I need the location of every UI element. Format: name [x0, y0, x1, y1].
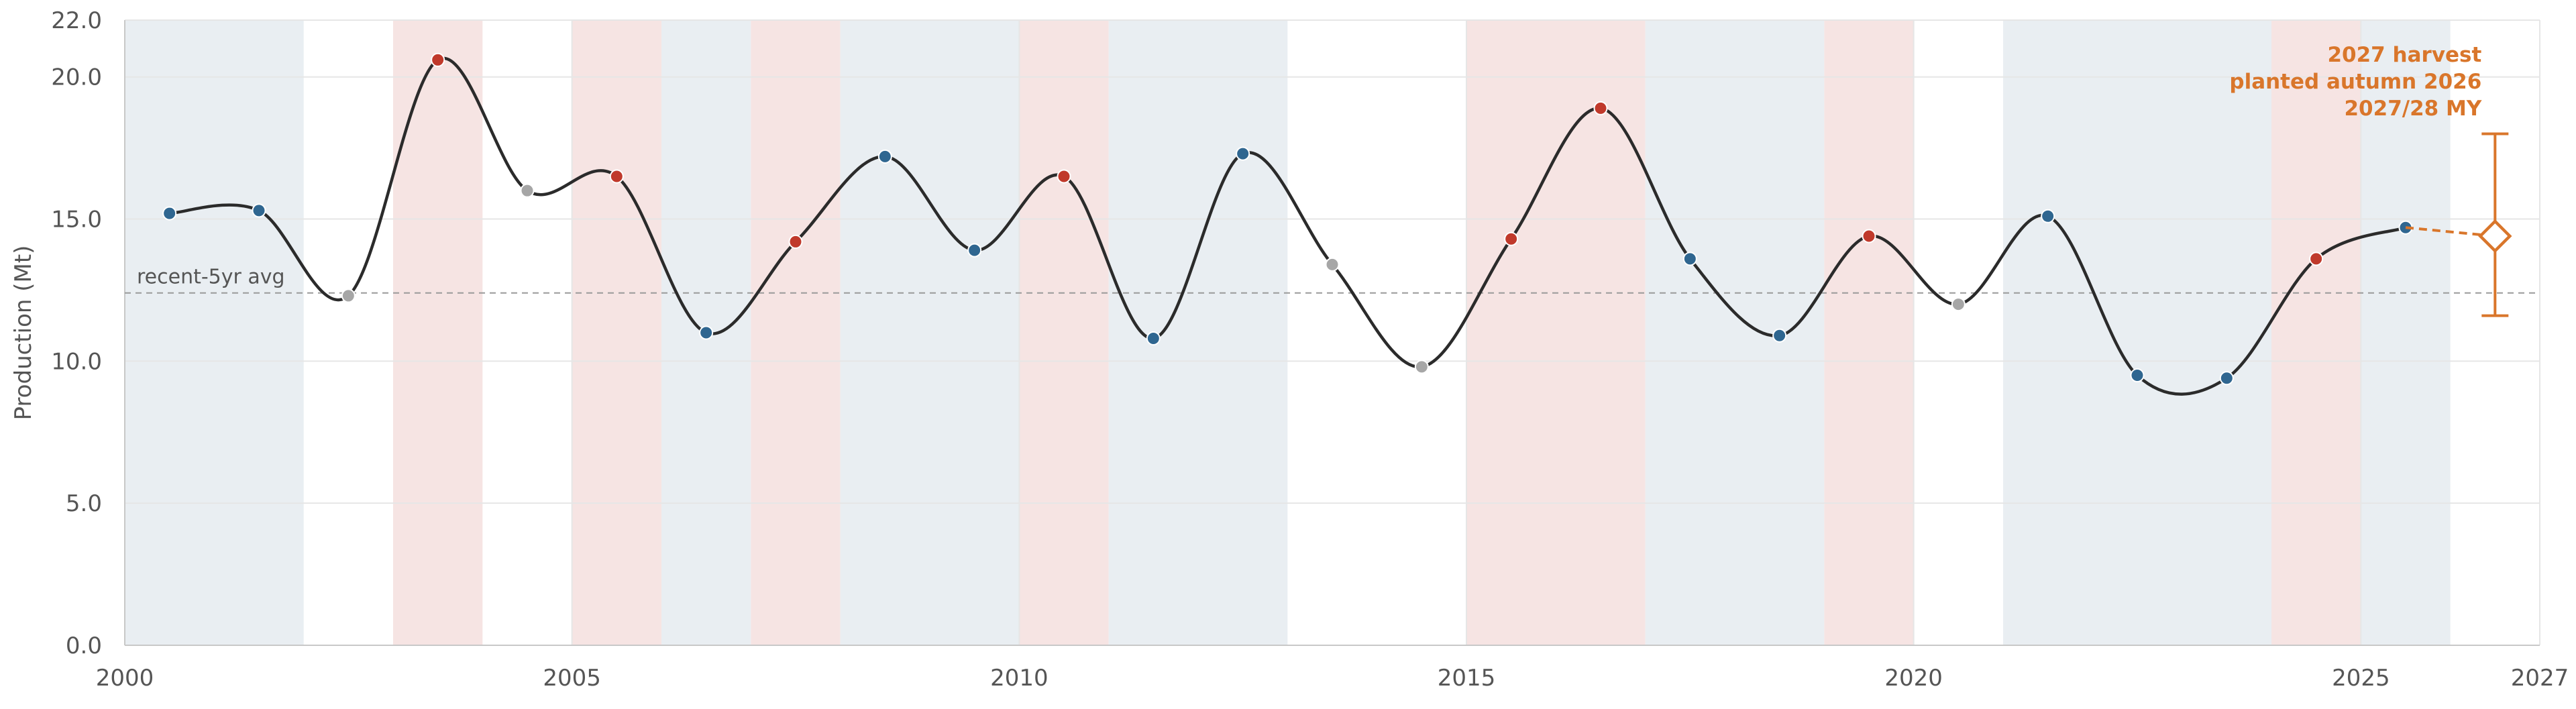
y-axis-label: Production (Mt)	[10, 246, 37, 421]
phase-band-el-nino	[1019, 20, 1109, 645]
axis-labels: Production (Mt) recent-5yr avg 2027 harv…	[10, 43, 2482, 420]
data-point-el-nino	[431, 52, 445, 67]
x-tick-label: 2015	[1438, 665, 1496, 692]
data-point-el-nino	[1862, 229, 1876, 243]
data-point-la-nina	[1682, 252, 1697, 266]
data-point-neutral	[520, 183, 535, 198]
x-tick-label: 2000	[96, 665, 154, 692]
axes: 0.0 5.0 10.0 15.0 20.0 22.0 2000 2005 2010 2015 20…	[51, 7, 2569, 692]
phase-band-el-nino	[1466, 20, 1646, 645]
data-point-neutral	[1951, 297, 1966, 312]
reference-line-label: recent-5yr avg	[137, 266, 285, 289]
data-point-neutral	[341, 288, 356, 303]
y-tick-label: 15.0	[51, 207, 102, 233]
y-tick-label: 20.0	[51, 64, 102, 91]
data-point-el-nino	[788, 234, 803, 249]
data-point-el-nino	[2309, 252, 2324, 266]
data-point-el-nino	[1593, 101, 1608, 115]
phase-band-el-nino	[393, 20, 483, 645]
phase-band-la-nina	[840, 20, 1020, 645]
forecast-label-line-3: 2027/28 MY	[2344, 97, 2481, 121]
phase-band-la-nina	[2003, 20, 2271, 645]
y-tick-label: 5.0	[66, 490, 102, 517]
data-point-neutral	[1325, 257, 1340, 272]
forecast-label-line-2: planted autumn 2026	[2229, 70, 2481, 94]
x-tick-label: 2020	[1884, 665, 1943, 692]
x-tick-label: 2005	[543, 665, 601, 692]
data-point-la-nina	[2219, 371, 2234, 386]
data-point-la-nina	[967, 243, 982, 258]
phase-band-la-nina	[1645, 20, 1825, 645]
phase-band-el-nino	[1824, 20, 1914, 645]
phase-band-el-nino	[751, 20, 841, 645]
phase-band-el-nino	[572, 20, 661, 645]
data-point-la-nina	[1146, 331, 1161, 345]
data-point-la-nina	[1236, 146, 1250, 161]
forecast-marker	[2478, 219, 2512, 254]
phase-bands	[125, 20, 2451, 645]
data-point-el-nino	[1504, 231, 1519, 246]
data-point-la-nina	[2130, 368, 2145, 383]
data-point-neutral	[1414, 360, 1429, 374]
data-point-la-nina	[252, 203, 266, 218]
x-tick-label: 2010	[990, 665, 1049, 692]
data-points	[162, 52, 2413, 386]
data-point-la-nina	[162, 206, 177, 221]
forecast-label-line-1: 2027 harvest	[2327, 43, 2481, 67]
data-point-el-nino	[1057, 169, 1071, 184]
data-point-el-nino	[609, 169, 624, 184]
y-tick-label: 10.0	[51, 348, 102, 375]
x-tick-label: 2027	[2511, 665, 2569, 692]
phase-band-la-nina	[125, 20, 304, 645]
y-tick-label: 0.0	[66, 633, 102, 659]
x-tick-label: 2025	[2332, 665, 2390, 692]
data-point-la-nina	[2041, 209, 2055, 223]
phase-band-la-nina	[1108, 20, 1288, 645]
data-point-la-nina	[1772, 328, 1787, 343]
phase-band-la-nina	[2361, 20, 2451, 645]
data-point-la-nina	[699, 325, 714, 340]
y-tick-label: 22.0	[51, 7, 102, 34]
forecast-group	[2405, 132, 2512, 317]
phase-band-el-nino	[2271, 20, 2361, 645]
data-point-la-nina	[877, 149, 892, 164]
